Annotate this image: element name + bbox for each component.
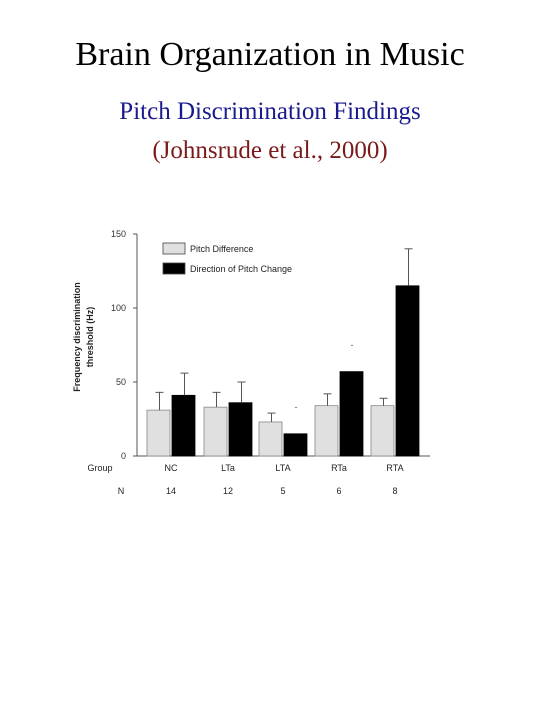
- x-tick-label: NC: [165, 463, 178, 473]
- legend-swatch-direction-of-pitch-change: [162, 262, 186, 275]
- bar-pitch-difference-rta: [314, 405, 339, 457]
- legend-swatch-pitch-difference: [162, 242, 186, 255]
- bar-direction-change-lta: [228, 402, 253, 457]
- n-value-label: 5: [280, 486, 285, 496]
- slide-citation: (Johnsrude et al., 2000): [152, 137, 388, 164]
- y-tick-label: 100: [111, 303, 126, 313]
- x-tick-label: RTA: [386, 463, 403, 473]
- y-tick-label: 0: [121, 451, 126, 461]
- legend-label-direction-of-pitch-change: Direction of Pitch Change: [190, 264, 292, 274]
- n-value-label: 6: [336, 486, 341, 496]
- y-axis-label-line2: threshold (Hz): [85, 307, 95, 368]
- annotation-mark: -: [295, 402, 298, 412]
- bar-pitch-difference-lta: [203, 406, 228, 457]
- x-tick-label: LTA: [275, 463, 290, 473]
- slide-title: Brain Organization in Music: [75, 36, 465, 73]
- bar-pitch-difference-rta: [370, 405, 395, 457]
- legend-label-pitch-difference: Pitch Difference: [190, 244, 253, 254]
- x-tick-label: RTa: [331, 463, 347, 473]
- x-tick-label: LTa: [221, 463, 235, 473]
- n-value-label: 14: [166, 486, 176, 496]
- y-tick-label: 150: [111, 229, 126, 239]
- bar-direction-change-lta: [283, 433, 308, 457]
- bar-direction-change-rta: [339, 371, 364, 457]
- bar-pitch-difference-nc: [146, 409, 171, 457]
- bar-direction-change-rta: [395, 285, 420, 457]
- group-row-label: Group: [87, 463, 112, 473]
- n-value-label: 8: [392, 486, 397, 496]
- bar-direction-change-nc: [171, 394, 196, 457]
- y-axis-label-line1: Frequency discrimination: [72, 282, 82, 392]
- annotation-mark: -: [351, 340, 354, 350]
- bar-pitch-difference-lta: [258, 421, 283, 457]
- y-tick-label: 50: [116, 377, 126, 387]
- slide-subtitle: Pitch Discrimination Findings: [119, 98, 421, 125]
- n-value-label: 12: [223, 486, 233, 496]
- n-row-label: N: [118, 486, 125, 496]
